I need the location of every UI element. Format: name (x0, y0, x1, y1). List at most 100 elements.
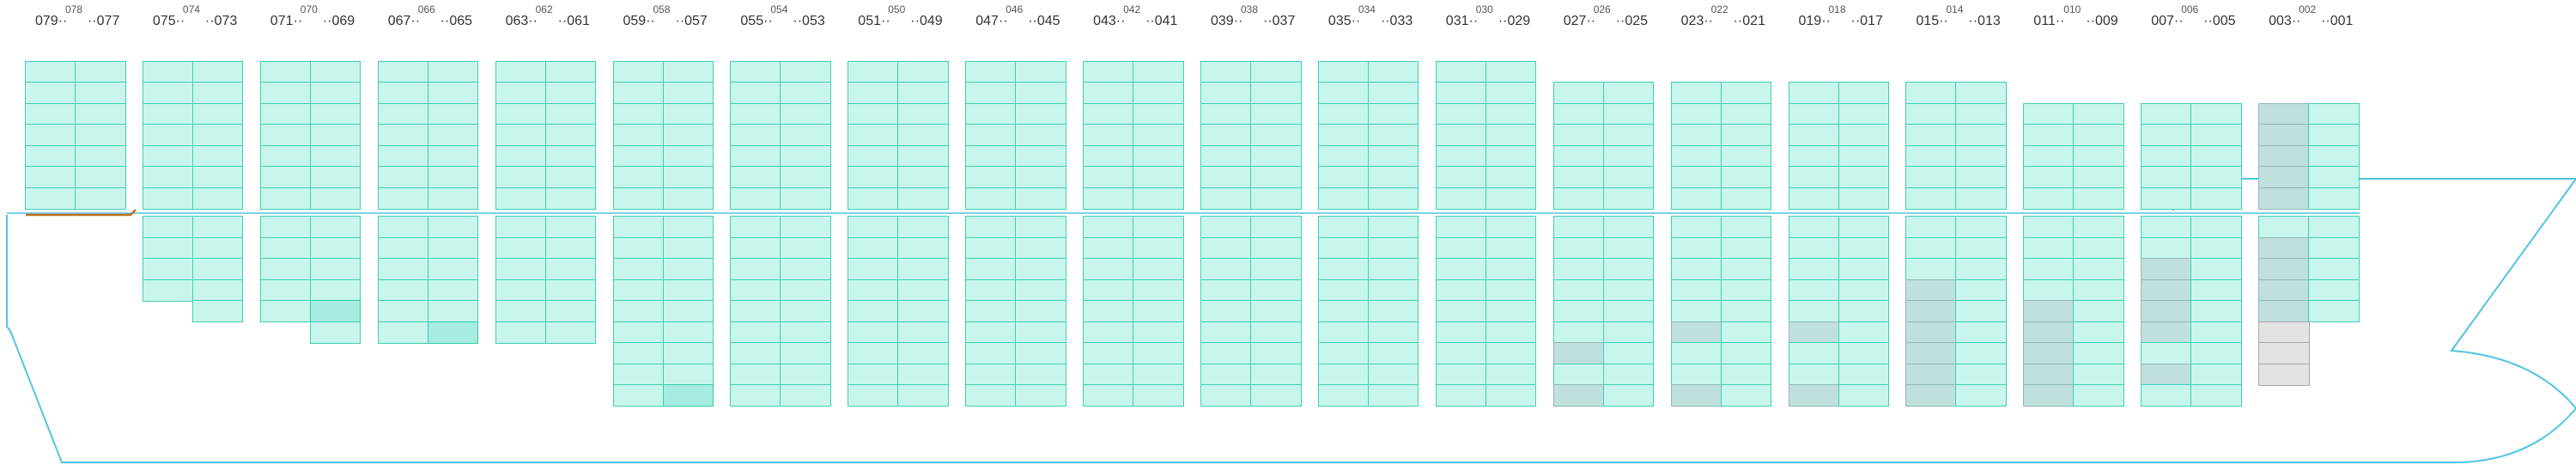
deck-slot[interactable] (1435, 144, 1487, 168)
hold-slot[interactable] (1670, 342, 1722, 364)
deck-slot[interactable] (1250, 166, 1302, 188)
hold-slot[interactable] (142, 278, 194, 302)
hold-slot[interactable] (1838, 342, 1889, 364)
hold-slot[interactable] (377, 321, 429, 344)
deck-slot[interactable] (1552, 82, 1605, 104)
deck-slot[interactable] (191, 144, 244, 168)
deck-slot[interactable] (662, 60, 714, 83)
deck-slot[interactable] (1838, 166, 1889, 188)
deck-slot[interactable] (1955, 124, 2007, 146)
deck-slot[interactable] (1720, 102, 1772, 125)
hold-slot[interactable] (730, 363, 781, 386)
deck-slot[interactable] (377, 82, 429, 104)
hold-slot[interactable] (848, 384, 899, 407)
hold-slot[interactable] (2258, 321, 2310, 344)
hold-slot[interactable] (965, 321, 1017, 344)
hold-slot[interactable] (780, 216, 831, 238)
deck-slot[interactable] (1670, 82, 1722, 104)
hold-slot[interactable] (495, 216, 547, 238)
hold-slot[interactable] (1955, 236, 2007, 260)
deck-slot[interactable] (427, 166, 479, 188)
deck-slot[interactable] (1015, 124, 1066, 146)
hold-slot[interactable] (1435, 278, 1487, 302)
hold-slot[interactable] (662, 363, 714, 386)
hold-slot[interactable] (142, 216, 194, 238)
hold-slot[interactable] (1083, 300, 1134, 322)
hold-slot[interactable] (1200, 384, 1252, 407)
hold-slot[interactable] (848, 363, 899, 386)
hold-slot[interactable] (1955, 321, 2007, 344)
deck-slot[interactable] (2073, 166, 2124, 188)
hold-slot[interactable] (309, 236, 361, 260)
deck-slot[interactable] (1435, 124, 1487, 146)
deck-slot[interactable] (1015, 60, 1066, 83)
deck-slot[interactable] (1602, 166, 1655, 188)
hold-slot[interactable] (2073, 216, 2124, 238)
deck-slot[interactable] (1838, 124, 1889, 146)
hold-slot[interactable] (1905, 258, 1957, 280)
hold-slot[interactable] (544, 278, 597, 302)
deck-slot[interactable] (1720, 82, 1772, 104)
hold-slot[interactable] (2258, 278, 2310, 302)
deck-slot[interactable] (2258, 166, 2310, 188)
hold-slot[interactable] (1905, 321, 1957, 344)
hold-slot[interactable] (662, 321, 714, 344)
hold-slot[interactable] (2073, 363, 2124, 386)
hold-slot[interactable] (191, 258, 244, 280)
hold-slot[interactable] (1083, 278, 1134, 302)
deck-slot[interactable] (1083, 166, 1134, 188)
deck-slot[interactable] (848, 82, 899, 104)
hold-slot[interactable] (1133, 300, 1184, 322)
deck-slot[interactable] (544, 82, 597, 104)
hold-slot[interactable] (1317, 258, 1370, 280)
deck-slot[interactable] (1485, 144, 1537, 168)
hold-slot[interactable] (1838, 258, 1889, 280)
hold-slot[interactable] (1015, 236, 1066, 260)
deck-slot[interactable] (897, 60, 949, 83)
hold-slot[interactable] (2073, 300, 2124, 322)
deck-slot[interactable] (2190, 124, 2242, 146)
deck-slot[interactable] (1955, 166, 2007, 188)
deck-slot[interactable] (730, 60, 781, 83)
hold-slot[interactable] (1317, 236, 1370, 260)
hold-slot[interactable] (427, 278, 479, 302)
hold-slot[interactable] (1552, 278, 1605, 302)
deck-slot[interactable] (1250, 102, 1302, 125)
deck-slot[interactable] (2258, 102, 2310, 125)
hold-slot[interactable] (848, 300, 899, 322)
deck-slot[interactable] (2308, 166, 2360, 188)
hold-slot[interactable] (2308, 278, 2360, 302)
hold-slot[interactable] (730, 236, 781, 260)
hold-slot[interactable] (1602, 258, 1655, 280)
hold-slot[interactable] (662, 236, 714, 260)
hold-slot[interactable] (1955, 363, 2007, 386)
deck-slot[interactable] (1955, 82, 2007, 104)
hold-slot[interactable] (495, 258, 547, 280)
deck-slot[interactable] (848, 60, 899, 83)
hold-slot[interactable] (1317, 384, 1370, 407)
hold-slot[interactable] (1720, 300, 1772, 322)
deck-slot[interactable] (75, 166, 126, 188)
hold-slot[interactable] (662, 300, 714, 322)
hold-slot[interactable] (1905, 363, 1957, 386)
deck-slot[interactable] (377, 60, 429, 83)
hold-slot[interactable] (730, 321, 781, 344)
hold-slot[interactable] (1602, 278, 1655, 302)
deck-slot[interactable] (1317, 144, 1370, 168)
hold-slot[interactable] (2073, 384, 2124, 407)
hold-slot[interactable] (1015, 342, 1066, 364)
hold-slot[interactable] (1552, 363, 1605, 386)
deck-slot[interactable] (1905, 144, 1957, 168)
deck-slot[interactable] (309, 124, 361, 146)
hold-slot[interactable] (897, 258, 949, 280)
hold-slot[interactable] (2023, 278, 2075, 302)
hold-slot[interactable] (1317, 216, 1370, 238)
hold-slot[interactable] (780, 236, 831, 260)
hold-slot[interactable] (2190, 321, 2242, 344)
hold-slot[interactable] (662, 278, 714, 302)
hold-slot[interactable] (1485, 216, 1537, 238)
deck-slot[interactable] (1788, 187, 1839, 210)
deck-slot[interactable] (1485, 82, 1537, 104)
deck-slot[interactable] (780, 187, 831, 210)
hold-slot[interactable] (1317, 321, 1370, 344)
